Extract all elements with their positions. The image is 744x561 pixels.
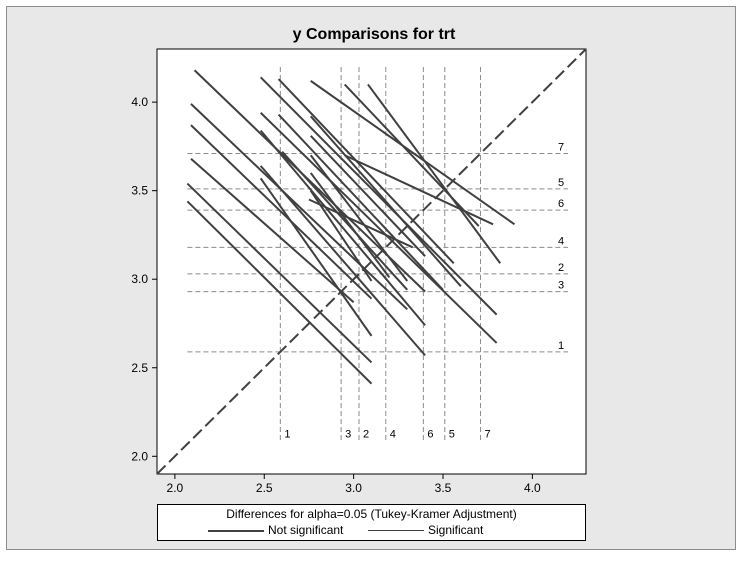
difference-segment-11 [277, 78, 455, 264]
diagonal-line [156, 48, 587, 475]
difference-segment-13 [281, 151, 408, 291]
y-tick-label-4: 4.0 [131, 95, 148, 109]
difference-segment-2 [190, 103, 408, 311]
diagonal-reference-line [156, 48, 587, 475]
difference-segment-18 [309, 172, 391, 279]
x-axis: 2.0 2.5 3.0 3.5 4.0 [167, 474, 541, 495]
difference-segment-14 [310, 80, 516, 226]
difference-segment-10 [259, 165, 426, 357]
mean-label-v-1: 1 [284, 428, 290, 440]
y-tick-label-0: 2.0 [131, 449, 148, 463]
mean-label-v-6: 6 [427, 428, 433, 440]
difference-segment-17 [309, 154, 409, 282]
mean-label-v-2: 2 [363, 428, 369, 440]
mean-label-h-6: 6 [558, 198, 564, 210]
difference-segment-4 [190, 158, 355, 303]
legend-swatch-not-significant [208, 530, 264, 532]
difference-segment-5 [186, 182, 373, 364]
x-tick-label-0: 2.0 [167, 481, 184, 495]
legend-title: Differences for alpha=0.05 (Tukey-Kramer… [226, 507, 517, 521]
legend-label-not-significant: Not significant [268, 523, 344, 537]
difference-segment-8 [259, 112, 498, 344]
mean-label-h-4: 4 [558, 235, 564, 247]
legend-label-significant: Significant [428, 523, 484, 537]
difference-segment-15 [309, 115, 462, 287]
x-tick-label-3: 3.5 [435, 481, 452, 495]
x-tick-label-2: 3.0 [345, 481, 362, 495]
mean-label-h-1: 1 [558, 340, 564, 352]
difference-segment-23 [308, 198, 414, 249]
difference-segment-16 [310, 135, 426, 257]
difference-segment-22 [344, 154, 494, 226]
y-tick-label-1: 2.5 [131, 361, 148, 375]
mean-label-v-4: 4 [390, 428, 396, 440]
y-tick-label-3: 3.5 [131, 184, 148, 198]
y-tick-label-2: 3.0 [131, 272, 148, 286]
mean-label-h-7: 7 [558, 141, 564, 153]
difference-segment-7 [259, 76, 498, 316]
legend-item-significant: Significant [368, 523, 528, 539]
x-tick-label-1: 2.5 [256, 481, 273, 495]
difference-segment-6 [186, 200, 373, 385]
difference-segments [186, 69, 516, 385]
mean-label-v-5: 5 [449, 428, 455, 440]
legend-item-not-significant: Not significant [208, 523, 368, 539]
difference-segment-24 [259, 177, 373, 337]
mean-label-v-3: 3 [345, 428, 351, 440]
legend-swatch-significant [368, 530, 424, 531]
mean-label-h-2: 2 [558, 262, 564, 274]
difference-segment-3 [190, 124, 373, 300]
y-axis: 2.0 2.5 3.0 3.5 4.0 [131, 95, 157, 463]
difference-segment-9 [259, 129, 426, 326]
mean-label-v-7: 7 [485, 428, 491, 440]
mean-label-h-5: 5 [558, 177, 564, 189]
difference-segment-21 [367, 83, 502, 264]
difference-segment-12 [277, 113, 444, 291]
mean-label-h-3: 3 [558, 280, 564, 292]
x-tick-label-4: 4.0 [524, 481, 541, 495]
chart-title: y Comparisons for trt [293, 26, 456, 43]
legend: Differences for alpha=0.05 (Tukey-Kramer… [157, 504, 586, 541]
